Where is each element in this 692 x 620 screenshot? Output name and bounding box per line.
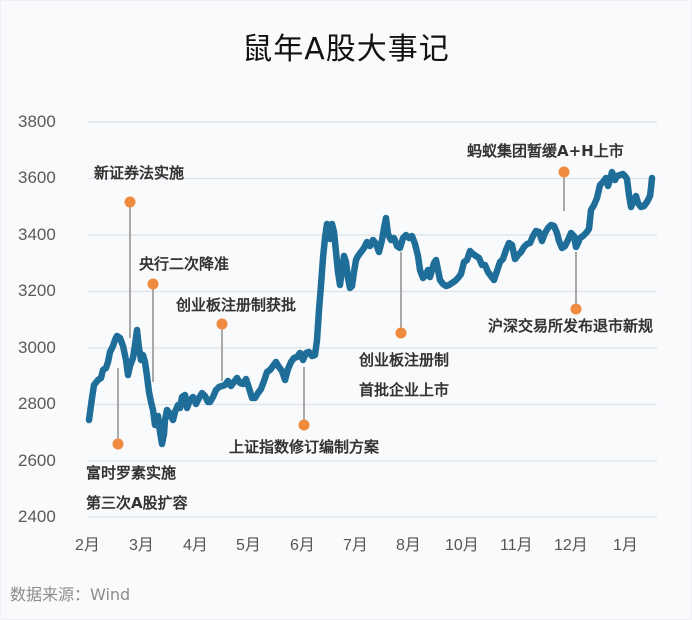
x-tick-nov: 11月: [500, 537, 533, 554]
data-source: 数据来源：Wind: [10, 585, 131, 604]
y-tick-3800: 3800: [18, 112, 56, 131]
marker-rrr-cut: [147, 278, 159, 290]
marker-chinext-listing: [395, 327, 407, 339]
annotation-rrr-cut: 央行二次降准: [139, 255, 230, 273]
x-tick-apr: 4月: [183, 537, 208, 554]
marker-securities-law: [124, 196, 136, 208]
gridlines: [88, 121, 657, 518]
y-tick-3200: 3200: [18, 281, 56, 300]
annotation-securities-law: 新证券法实施: [94, 164, 185, 182]
y-tick-2600: 2600: [18, 451, 56, 470]
x-tick-may: 5月: [236, 537, 261, 554]
x-tick-oct: 10月: [445, 537, 479, 554]
annotation-sse-index: 上证指数修订编制方案: [229, 438, 380, 456]
marker-chinext-approved: [216, 318, 228, 330]
annotation-chinext-listing: 创业板注册制 首批企业上市: [359, 351, 450, 399]
annotation-ant-group: 蚂蚁集团暂缓A+H上市: [467, 142, 624, 160]
annotation-chinext-approved: 创业板注册制获批: [176, 296, 297, 314]
x-tick-jul: 7月: [343, 537, 368, 554]
marker-ftse: [112, 438, 124, 450]
marker-delisting: [570, 303, 582, 315]
y-tick-3000: 3000: [18, 338, 56, 357]
annotation-markers: [112, 166, 582, 450]
marker-ant-group: [558, 166, 570, 178]
x-tick-mar: 3月: [129, 537, 154, 554]
chart-title: 鼠年A股大事记: [242, 32, 450, 67]
annotation-stems: [117, 173, 577, 443]
x-tick-jun: 6月: [290, 537, 315, 554]
x-tick-dec: 12月: [554, 537, 588, 554]
y-tick-3400: 3400: [18, 225, 56, 244]
annotation-ftse: 富时罗素实施 第三次A股扩容: [86, 464, 188, 512]
x-tick-aug: 8月: [396, 537, 421, 554]
annotation-delisting: 沪深交易所发布退市新规: [488, 317, 654, 335]
y-tick-3600: 3600: [18, 168, 56, 187]
y-tick-2800: 2800: [18, 394, 56, 413]
marker-sse-index: [298, 419, 310, 431]
y-tick-2400: 2400: [18, 507, 56, 526]
x-tick-jan: 1月: [613, 537, 638, 554]
index-line: [85, 168, 656, 448]
x-tick-feb: 2月: [75, 537, 100, 554]
